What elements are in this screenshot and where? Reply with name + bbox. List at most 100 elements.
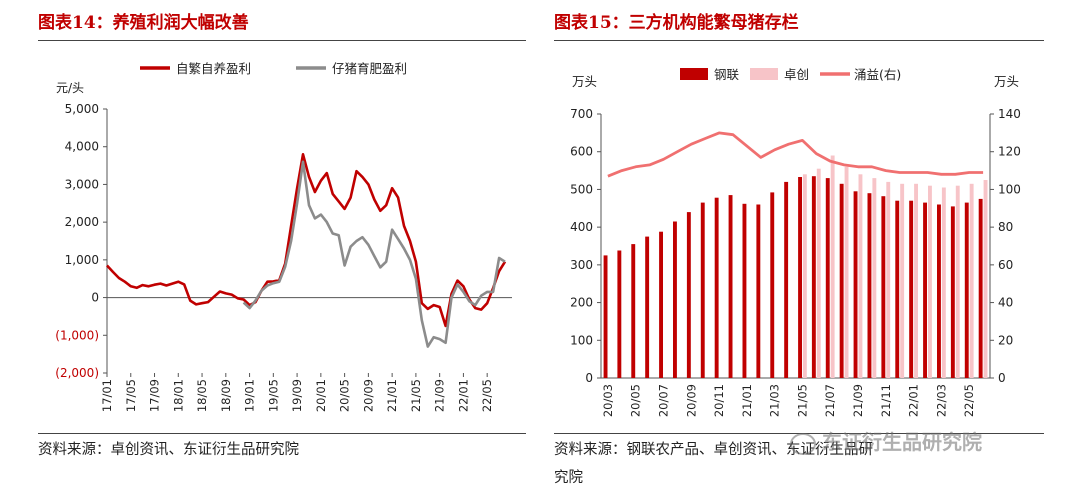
x-tick-label: 21/01 bbox=[385, 379, 399, 412]
y-axis-unit-label: 元/头 bbox=[56, 81, 84, 95]
bar-zhuochuang bbox=[928, 185, 932, 378]
legend-swatch bbox=[750, 68, 778, 80]
x-tick-label: 18/09 bbox=[219, 379, 233, 412]
series-line-yongyi bbox=[607, 131, 984, 178]
bar-gangl bbox=[895, 200, 900, 378]
x-tick-label: 20/09 bbox=[684, 384, 698, 417]
bar-gangl bbox=[603, 255, 608, 378]
right-y-tick-label: 120 bbox=[998, 145, 1021, 159]
bar-gangl bbox=[659, 231, 663, 378]
right-y-tick-label: 60 bbox=[998, 258, 1013, 272]
bar-gangl bbox=[728, 195, 733, 378]
bar-gangl bbox=[756, 204, 761, 378]
x-tick-label: 20/07 bbox=[657, 384, 671, 417]
figure-15-panel: 图表15：三方机构能繁母猪存栏 700 600 500 400 300 200 100 0 14… bbox=[548, 0, 1080, 489]
bar-gangl bbox=[742, 203, 747, 378]
bar-zhuochuang bbox=[914, 183, 918, 378]
bar-zhuochuang bbox=[816, 168, 821, 378]
bar-gangl bbox=[770, 192, 775, 378]
watermark-text: 东证衍生品研究院 bbox=[822, 430, 982, 454]
bar-gangl bbox=[631, 244, 636, 378]
figure-15-title: 图表15：三方机构能繁母猪存栏 bbox=[554, 13, 799, 33]
left-y-tick-label: 300 bbox=[570, 258, 593, 272]
y-tick-label: 5,000 bbox=[65, 102, 99, 116]
legend-label: 涌益(右) bbox=[854, 67, 901, 82]
bar-gangl bbox=[937, 204, 941, 378]
bar-zhuochuang bbox=[802, 174, 807, 378]
x-tick-label: 20/09 bbox=[361, 379, 375, 412]
bar-gangl bbox=[853, 191, 858, 378]
x-tick-label: 21/09 bbox=[851, 384, 865, 417]
series-line bbox=[242, 160, 506, 348]
bar-gangl bbox=[617, 250, 622, 378]
bar-zhuochuang bbox=[983, 180, 988, 378]
wechat-icon bbox=[790, 432, 816, 455]
bar-zhuochuang bbox=[844, 166, 849, 378]
x-tick-label: 21/09 bbox=[433, 379, 447, 412]
bar-zhuochuang bbox=[886, 181, 891, 378]
bar-gangl bbox=[881, 196, 886, 378]
right-y-tick-label: 40 bbox=[998, 296, 1013, 310]
x-tick-label: 21/03 bbox=[768, 384, 782, 417]
x-tick-label: 19/05 bbox=[266, 379, 280, 412]
legend-label: 钢联 bbox=[714, 67, 740, 82]
right-y-tick-label: 100 bbox=[998, 182, 1021, 196]
watermark: 东证衍生品研究院 bbox=[790, 426, 982, 455]
x-tick-label: 21/07 bbox=[823, 384, 837, 417]
bar-gangl bbox=[950, 206, 955, 378]
legend-label: 卓创 bbox=[784, 67, 809, 82]
legend-swatch bbox=[680, 68, 708, 80]
left-y-tick-label: 700 bbox=[570, 107, 593, 121]
left-y-unit-label: 万头 bbox=[572, 74, 597, 89]
x-tick-label: 22/05 bbox=[962, 384, 976, 417]
figure-15-chart: 7006005004003002001000140120100806040200… bbox=[570, 67, 1021, 417]
x-tick-label: 17/01 bbox=[100, 379, 114, 412]
right-y-tick-label: 80 bbox=[998, 220, 1013, 234]
figure-14-top-rule bbox=[38, 40, 526, 41]
legend-label: 自繁自养盈利 bbox=[176, 61, 251, 76]
bar-gangl bbox=[700, 202, 705, 378]
x-tick-label: 22/05 bbox=[480, 379, 494, 412]
bar-zhuochuang bbox=[872, 178, 877, 378]
bar-gangl bbox=[714, 197, 719, 378]
bar-zhuochuang bbox=[941, 187, 946, 378]
x-tick-label: 21/01 bbox=[740, 384, 754, 417]
bar-gangl bbox=[923, 202, 927, 378]
y-tick-label: (1,000) bbox=[55, 328, 99, 342]
bar-gangl bbox=[686, 212, 691, 378]
x-tick-label: 22/03 bbox=[934, 384, 948, 417]
bar-zhuochuang bbox=[858, 174, 863, 378]
left-y-tick-label: 100 bbox=[570, 333, 593, 347]
x-tick-label: 17/05 bbox=[124, 379, 138, 412]
legend-label: 仔猪育肥盈利 bbox=[332, 61, 407, 76]
figure-14-bottom-rule bbox=[38, 433, 526, 434]
x-tick-label: 22/01 bbox=[456, 379, 470, 412]
x-tick-label: 20/01 bbox=[314, 379, 328, 412]
figure-14-chart: 5,000 4,000 3,000 2,000 1,000 0 (1,000) (2,000)… bbox=[55, 61, 512, 412]
x-tick-label: 20/05 bbox=[629, 384, 643, 417]
series-line bbox=[106, 153, 507, 328]
y-tick-label: 0 bbox=[91, 291, 99, 305]
left-y-tick-label: 0 bbox=[585, 371, 593, 385]
bar-zhuochuang bbox=[900, 183, 905, 378]
x-tick-label: 17/09 bbox=[148, 379, 162, 412]
y-tick-label: 4,000 bbox=[65, 140, 99, 154]
figure-14-panel: 图表14：养殖利润大幅改善 5,000 4,000 3,000 2,000 1,000 0… bbox=[0, 0, 530, 489]
x-tick-label: 21/05 bbox=[409, 379, 423, 412]
figure-15-top-rule bbox=[554, 40, 1044, 41]
y-tick-label: (2,000) bbox=[55, 366, 99, 380]
bar-gangl bbox=[978, 198, 983, 378]
x-tick-label: 21/11 bbox=[879, 384, 893, 417]
left-y-tick-label: 400 bbox=[570, 220, 593, 234]
x-tick-label: 20/03 bbox=[601, 384, 615, 417]
right-y-tick-label: 20 bbox=[998, 333, 1013, 347]
bar-gangl bbox=[964, 202, 969, 378]
bar-gangl bbox=[784, 181, 789, 378]
x-tick-label: 18/01 bbox=[171, 379, 185, 412]
bar-zhuochuang bbox=[969, 183, 974, 378]
figure-15-source-line-2: 究院 bbox=[554, 470, 583, 486]
bar-zhuochuang bbox=[955, 185, 960, 378]
bar-gangl bbox=[839, 183, 844, 378]
x-tick-label: 20/05 bbox=[338, 379, 352, 412]
y-tick-label: 1,000 bbox=[65, 253, 99, 267]
